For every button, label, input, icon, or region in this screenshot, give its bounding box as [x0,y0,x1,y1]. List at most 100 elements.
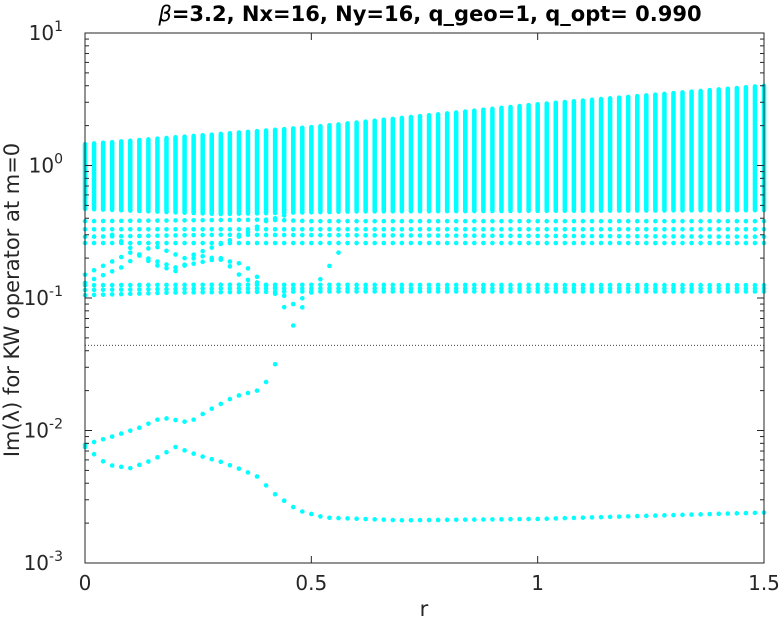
data-point [236,240,242,246]
data-point [372,289,378,294]
data-point [127,218,133,224]
data-point [725,289,731,294]
data-point [281,286,287,291]
x-tick-label: 1.5 [748,571,780,595]
data-point [209,232,215,238]
data-point [281,213,287,218]
data-point [164,286,169,292]
data-point [544,289,550,294]
data-point [589,218,595,224]
data-point [653,234,658,239]
data-point [191,286,196,292]
data-point [182,233,187,238]
data-point [127,291,133,297]
data-point [589,515,595,520]
data-point [245,277,251,283]
data-point [336,289,341,294]
data-point [580,233,586,239]
data-point [662,234,667,239]
data-point [517,289,522,294]
data-point [245,470,251,475]
data-point [399,518,405,523]
data-point [417,218,423,224]
data-point [607,240,613,246]
data-point [707,289,712,294]
data-point [245,217,251,223]
data-point [698,234,703,239]
data-point [616,289,622,294]
data-point [191,232,196,238]
data-point [263,240,269,246]
data-point [453,289,459,294]
data-point [399,240,405,246]
data-point [471,233,477,238]
data-point [634,513,640,519]
data-point [336,226,341,232]
data-point [227,226,233,232]
data-point [118,239,124,244]
data-point [281,293,287,299]
data-point [435,233,441,238]
data-point [155,226,160,232]
data-point [173,265,178,270]
data-point [118,282,124,288]
data-point [462,289,468,294]
data-point [173,282,178,288]
data-point [327,282,332,288]
data-point [435,240,441,246]
data-point [91,439,97,445]
data-point [182,262,187,267]
data-point [417,233,423,238]
data-point [499,218,504,224]
data-point [662,289,667,294]
data-point [127,245,133,251]
data-point [580,218,586,224]
data-point [571,240,577,246]
data-point [209,245,215,250]
data-point [218,286,224,291]
data-point [109,282,115,288]
data-point [218,282,224,288]
data-point [508,233,513,239]
data-point [471,289,477,294]
data-point [589,240,595,246]
data-point [281,289,287,294]
data-point [426,240,432,246]
data-point [309,218,314,224]
data-point [634,282,640,288]
data-point [408,289,414,294]
data-point [236,226,242,232]
data-point [155,282,160,288]
data-point [417,226,423,232]
data-point [146,282,151,288]
chart-title: β=3.2, Nx=16, Ny=16, q_geo=1, q_opt= 0.9… [157,2,701,26]
data-point [318,240,323,246]
data-point [680,289,685,294]
data-point [644,234,649,239]
data-point [553,282,559,288]
data-point [281,304,287,310]
data-point [490,517,495,522]
data-point [453,517,459,523]
data-point [281,232,287,238]
data-point [290,289,296,294]
data-point [698,282,703,288]
data-point [200,240,205,246]
data-point [562,233,568,239]
data-point [390,282,396,288]
data-point [227,396,233,402]
data-point [607,218,613,224]
data-point [155,263,160,268]
data-point [752,282,758,288]
data-point [381,218,387,224]
data-point [354,289,359,294]
data-point [155,233,160,238]
data-point [146,233,151,239]
data-point [146,226,151,232]
data-point [164,240,169,246]
data-point [571,226,577,232]
data-point [644,282,649,288]
data-point [299,232,305,238]
data-point [544,282,550,288]
data-point [227,462,233,468]
